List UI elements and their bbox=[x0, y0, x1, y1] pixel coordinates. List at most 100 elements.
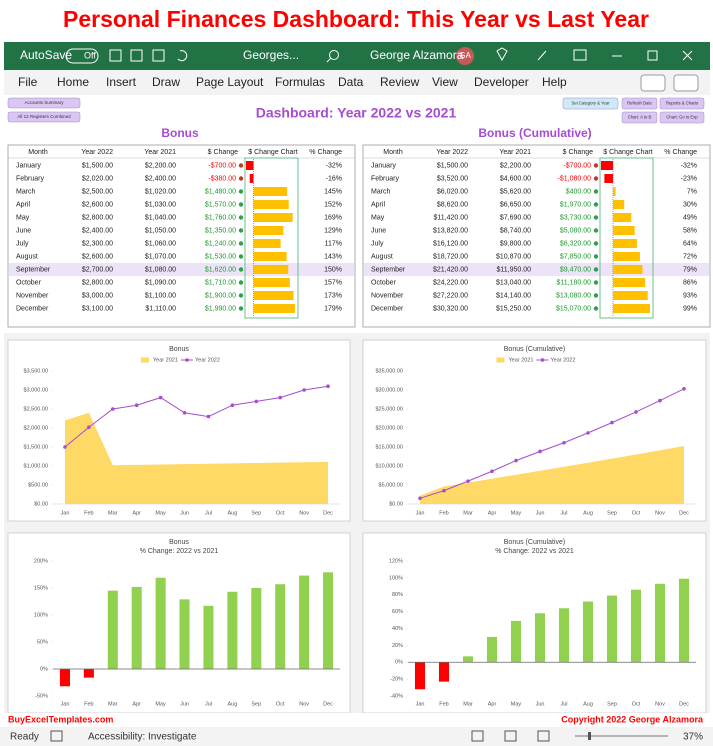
menu-item[interactable]: Formulas bbox=[275, 75, 325, 89]
y-tick-label: 20% bbox=[392, 643, 403, 649]
bar bbox=[251, 588, 262, 669]
table-cell: $2,800.00 bbox=[82, 214, 113, 221]
button[interactable] bbox=[7, 97, 81, 109]
table-title: Bonus (Cumulative) bbox=[478, 126, 591, 140]
maximize-button[interactable] bbox=[647, 50, 658, 61]
button[interactable] bbox=[659, 111, 705, 124]
x-tick-label: Dec bbox=[679, 510, 689, 516]
x-tick-label: Jan bbox=[416, 510, 425, 516]
table-cell: 117% bbox=[325, 240, 342, 247]
point bbox=[658, 398, 662, 403]
page-layout-view[interactable] bbox=[504, 730, 517, 742]
button[interactable] bbox=[7, 111, 81, 123]
table-cell: April bbox=[16, 201, 30, 208]
table-cell: $11,420.00 bbox=[433, 214, 468, 221]
undo-icon[interactable] bbox=[177, 50, 188, 62]
trend-icon bbox=[593, 280, 599, 285]
zoom-thumb[interactable] bbox=[588, 732, 591, 740]
avatar[interactable] bbox=[456, 47, 474, 65]
menu-item[interactable]: Help bbox=[542, 75, 567, 89]
autosave-toggle[interactable] bbox=[65, 48, 99, 64]
accessibility[interactable]: Accessibility: Investigate bbox=[88, 732, 197, 743]
x-tick-label: Nov bbox=[299, 701, 309, 707]
table-cell: $5,620.00 bbox=[500, 188, 531, 195]
bar bbox=[323, 572, 334, 669]
x-tick-label: May bbox=[155, 701, 166, 707]
button[interactable] bbox=[621, 111, 658, 124]
table-cell: February bbox=[16, 175, 45, 182]
open-icon[interactable] bbox=[109, 49, 122, 62]
point bbox=[466, 479, 470, 483]
table-cell: $2,400.00 bbox=[82, 227, 113, 234]
point bbox=[63, 445, 67, 449]
table-cell: February bbox=[371, 175, 400, 182]
menu-item[interactable]: Home bbox=[57, 75, 89, 89]
search-icon[interactable] bbox=[329, 50, 339, 60]
button-label: Refresh Date bbox=[627, 101, 652, 106]
menu-item[interactable]: File bbox=[18, 75, 38, 89]
trend-icon bbox=[593, 241, 599, 246]
table-cell: $2,020.00 bbox=[82, 175, 113, 182]
y-tick-label: $30,000.00 bbox=[375, 387, 403, 393]
page-break-view[interactable] bbox=[537, 730, 550, 742]
menu-item[interactable]: Draw bbox=[152, 75, 180, 89]
pen-icon[interactable] bbox=[537, 50, 547, 61]
table-cell: -$700.00 bbox=[208, 162, 236, 169]
y-tick-label: $20,000.00 bbox=[375, 425, 403, 431]
column-header: $ Change Chart bbox=[248, 149, 297, 156]
point bbox=[538, 449, 542, 454]
table-cell: March bbox=[16, 188, 36, 195]
menu-item[interactable]: View bbox=[432, 75, 458, 89]
dashboard-title: Dashboard: Year 2022 vs 2021 bbox=[256, 105, 457, 121]
button[interactable] bbox=[562, 97, 619, 110]
y-tick-label: 50% bbox=[37, 639, 48, 645]
premium-icon[interactable] bbox=[496, 47, 508, 62]
table-cell: October bbox=[16, 279, 42, 286]
banner-title: Personal Finances Dashboard: This Year v… bbox=[63, 6, 649, 32]
point bbox=[182, 411, 187, 415]
x-tick-label: Feb bbox=[439, 701, 448, 707]
menu-item[interactable]: Page Layout bbox=[196, 75, 264, 89]
table-cell: May bbox=[371, 214, 385, 221]
table-cell: August bbox=[16, 253, 38, 260]
x-tick-label: Sep bbox=[607, 701, 617, 707]
column-header: % Change bbox=[309, 149, 342, 156]
menu-item[interactable]: Review bbox=[380, 75, 420, 89]
x-tick-label: Jun bbox=[180, 701, 189, 707]
button[interactable] bbox=[659, 97, 705, 110]
comments-button[interactable] bbox=[640, 74, 666, 92]
y-tick-label: 100% bbox=[389, 575, 403, 581]
close-button[interactable] bbox=[682, 50, 693, 61]
table-cell: $1,240.00 bbox=[205, 240, 236, 247]
trend-icon bbox=[238, 215, 244, 220]
trend-icon bbox=[593, 306, 599, 311]
change-bar bbox=[612, 304, 650, 313]
menu-item[interactable]: Developer bbox=[474, 75, 529, 89]
bar bbox=[558, 608, 570, 663]
share-button[interactable] bbox=[673, 74, 699, 92]
display-icon[interactable] bbox=[573, 49, 587, 61]
trend-icon bbox=[593, 176, 599, 181]
change-bar bbox=[612, 187, 616, 196]
trend-icon bbox=[593, 228, 599, 233]
macro-icon[interactable] bbox=[50, 730, 63, 742]
normal-view[interactable] bbox=[471, 730, 484, 742]
menu-item[interactable]: Insert bbox=[106, 75, 137, 89]
button[interactable] bbox=[621, 97, 658, 110]
icon[interactable] bbox=[152, 49, 165, 62]
point bbox=[634, 410, 638, 414]
table-cell: 169% bbox=[324, 214, 342, 221]
table-cell: 86% bbox=[683, 279, 697, 286]
chart-subtitle: % Change: 2022 vs 2021 bbox=[140, 548, 219, 555]
menu-item[interactable]: Data bbox=[338, 75, 364, 89]
x-tick-label: Jan bbox=[61, 510, 70, 516]
table-cell: -16% bbox=[326, 175, 342, 182]
column-header: Year 2022 bbox=[436, 149, 468, 156]
table-cell: 179% bbox=[324, 305, 342, 312]
table-cell: $15,250.00 bbox=[496, 305, 531, 312]
save-icon[interactable] bbox=[130, 49, 143, 62]
legend-label: Year 2021 bbox=[509, 357, 534, 363]
trend-icon bbox=[238, 306, 244, 311]
file-name[interactable]: Georges... bbox=[243, 48, 299, 62]
change-bar bbox=[612, 226, 635, 235]
